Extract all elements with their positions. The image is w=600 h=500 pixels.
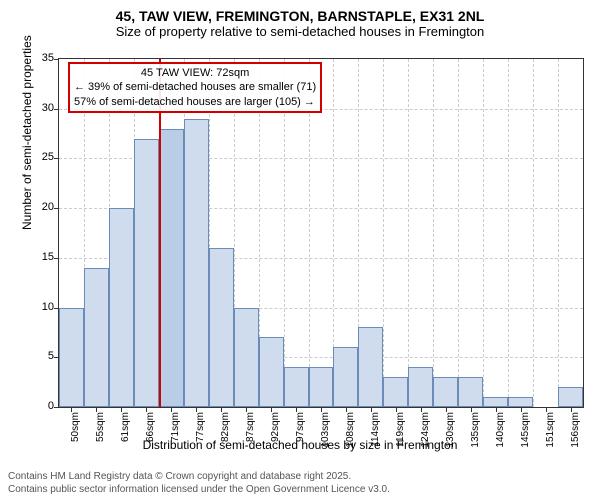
- x-tick-label: 66sqm: [145, 412, 156, 442]
- x-tick-label: 87sqm: [245, 412, 256, 442]
- histogram-bar: [458, 377, 483, 407]
- x-tick-label: 108sqm: [345, 412, 356, 448]
- gridline-v: [533, 59, 534, 407]
- x-tick-label: 130sqm: [445, 412, 456, 448]
- histogram-bar: [259, 337, 284, 407]
- y-tick-label: 15: [24, 251, 54, 263]
- histogram-bar: [558, 387, 583, 407]
- y-tick-mark: [54, 208, 59, 209]
- gridline-v: [508, 59, 509, 407]
- footer-line1: Contains HM Land Registry data © Crown c…: [8, 470, 390, 483]
- x-tick-label: 50sqm: [70, 412, 81, 442]
- histogram-bar: [134, 139, 159, 407]
- histogram-bar: [109, 208, 134, 407]
- gridline-v: [483, 59, 484, 407]
- chart-title-main: 45, TAW VIEW, FREMINGTON, BARNSTAPLE, EX…: [0, 0, 600, 24]
- histogram-bar: [184, 119, 209, 407]
- y-tick-mark: [54, 407, 59, 408]
- x-tick-label: 103sqm: [320, 412, 331, 448]
- histogram-bar: [358, 327, 383, 407]
- annotation-line3: 57% of semi-detached houses are larger (…: [74, 95, 316, 109]
- histogram-bar: [309, 367, 334, 407]
- gridline-v: [458, 59, 459, 407]
- y-tick-label: 5: [24, 350, 54, 362]
- footer-line2: Contains public sector information licen…: [8, 483, 390, 496]
- x-tick-label: 119sqm: [395, 412, 406, 447]
- gridline-v: [383, 59, 384, 407]
- annotation-line2: ← 39% of semi-detached houses are smalle…: [74, 80, 316, 94]
- histogram-bar: [333, 347, 358, 407]
- x-tick-label: 145sqm: [520, 412, 531, 448]
- y-tick-label: 35: [24, 52, 54, 64]
- chart-container: 45, TAW VIEW, FREMINGTON, BARNSTAPLE, EX…: [0, 0, 600, 500]
- x-tick-label: 82sqm: [220, 412, 231, 442]
- histogram-bar: [433, 377, 458, 407]
- annotation-line1: 45 TAW VIEW: 72sqm: [74, 66, 316, 80]
- x-tick-label: 97sqm: [295, 412, 306, 442]
- histogram-bar: [209, 248, 234, 407]
- y-tick-mark: [54, 109, 59, 110]
- x-tick-label: 124sqm: [420, 412, 431, 448]
- gridline-v: [433, 59, 434, 407]
- y-tick-label: 25: [24, 151, 54, 163]
- y-tick-mark: [54, 158, 59, 159]
- y-tick-mark: [54, 258, 59, 259]
- histogram-bar: [284, 367, 309, 407]
- y-tick-label: 20: [24, 201, 54, 213]
- x-tick-label: 156sqm: [570, 412, 581, 448]
- gridline-v: [408, 59, 409, 407]
- footer-attribution: Contains HM Land Registry data © Crown c…: [8, 470, 390, 496]
- x-tick-label: 61sqm: [120, 412, 131, 442]
- histogram-bar: [234, 308, 259, 407]
- x-tick-label: 135sqm: [470, 412, 481, 448]
- x-tick-label: 151sqm: [545, 412, 556, 448]
- chart-title-sub: Size of property relative to semi-detach…: [0, 24, 600, 39]
- x-tick-label: 114sqm: [370, 412, 381, 447]
- histogram-bar: [84, 268, 109, 407]
- x-tick-label: 71sqm: [170, 412, 181, 442]
- histogram-bar: [159, 129, 184, 407]
- histogram-bar: [59, 308, 84, 407]
- y-tick-label: 0: [24, 400, 54, 412]
- histogram-bar: [383, 377, 408, 407]
- y-tick-label: 30: [24, 102, 54, 114]
- x-tick-label: 140sqm: [495, 412, 506, 448]
- annotation-box: 45 TAW VIEW: 72sqm← 39% of semi-detached…: [68, 62, 322, 113]
- y-tick-mark: [54, 59, 59, 60]
- x-tick-label: 55sqm: [95, 412, 106, 442]
- histogram-bar: [508, 397, 533, 407]
- gridline-v: [558, 59, 559, 407]
- x-tick-label: 92sqm: [270, 412, 281, 442]
- histogram-bar: [408, 367, 433, 407]
- y-tick-label: 10: [24, 301, 54, 313]
- x-tick-label: 77sqm: [195, 412, 206, 442]
- histogram-bar: [483, 397, 508, 407]
